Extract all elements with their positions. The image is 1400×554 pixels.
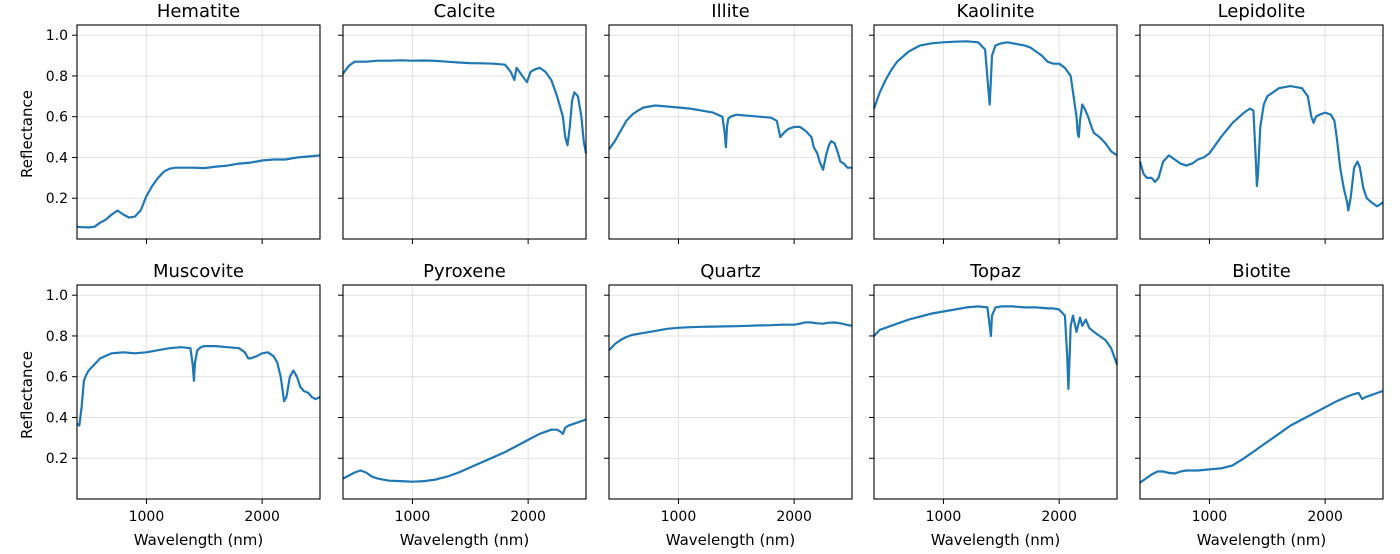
subplot-title: Hematite [157,1,240,22]
subplot-biotite: 1000 2000 Biotite Wavelength (nm) [1135,261,1384,549]
series-line-illite [608,104,852,171]
x-axis-label: Wavelength (nm) [931,531,1061,549]
series-line-topaz [873,305,1119,390]
x-tick-label: 2000 [244,509,280,525]
y-tick-label: 0.6 [46,110,68,126]
series-line-quartz [608,321,853,351]
x-axis-label: Wavelength (nm) [400,531,530,549]
axes-frame [873,284,1118,500]
axes-frame [1139,284,1384,500]
y-tick-label: 1.0 [46,288,68,304]
subplot-title: Calcite [434,1,496,22]
axes-frame [873,24,1118,240]
axes-frame [342,24,587,240]
series-line-muscovite [76,345,321,427]
series-line-calcite [342,59,588,154]
subplot-title: Quartz [700,261,761,282]
y-tick-label: 0.4 [46,410,68,426]
subplot-muscovite: 0.2 0.4 0.6 0.8 1.0 1000 2000 Muscovite Waveleng… [46,261,321,549]
y-tick-label: 0.8 [46,69,68,85]
subplot-title: Pyroxene [423,261,506,282]
series-line-hematite [76,154,321,229]
x-tick-label: 2000 [776,509,812,525]
subplot-title: Illite [711,1,749,22]
subplot-calcite: Calcite [338,1,588,244]
subplot-grid: 0.2 0.4 0.6 0.8 1.0 Hematite Calcite Illite Kaol… [46,1,1384,549]
subplot-illite: Illite [604,1,853,244]
axes-frame [1139,24,1384,240]
y-tick-label: 0.8 [46,329,68,345]
subplot-title: Biotite [1232,261,1291,282]
x-axis-label: Wavelength (nm) [666,531,796,549]
x-axis-label: Wavelength (nm) [134,531,264,549]
subplot-title: Kaolinite [956,1,1034,22]
subplot-title: Lepidolite [1218,1,1306,22]
subplot-topaz: 1000 2000 Topaz Wavelength (nm) [869,261,1119,549]
x-tick-label: 1000 [661,509,697,525]
axes-frame [342,284,587,500]
y-tick-label: 1.0 [46,28,68,44]
x-tick-label: 1000 [926,509,962,525]
x-tick-label: 1000 [395,509,431,525]
x-tick-label: 1000 [129,509,165,525]
y-tick-label: 0.6 [46,370,68,386]
axes-frame [76,24,321,240]
y-tick-label: 0.4 [46,150,68,166]
axes-frame [76,284,321,500]
x-tick-label: 2000 [510,509,546,525]
x-tick-label: 1000 [1192,509,1228,525]
series-line-pyroxene [342,418,587,483]
series-line-kaolinite [872,40,1118,157]
series-line-lepidolite [1138,85,1384,212]
x-tick-label: 2000 [1041,509,1077,525]
subplot-pyroxene: 1000 2000 Pyroxene Wavelength (nm) [338,261,587,549]
subplot-hematite: 0.2 0.4 0.6 0.8 1.0 Hematite [46,1,321,244]
subplot-lepidolite: Lepidolite [1135,1,1384,244]
subplot-quartz: 1000 2000 Quartz Wavelength (nm) [604,261,853,549]
subplot-title: Muscovite [153,261,244,282]
series-line-biotite [1139,389,1384,484]
subplot-title: Topaz [969,261,1021,282]
y-tick-label: 0.2 [46,191,68,207]
y-tick-label: 0.2 [46,451,68,467]
ylabel-top: Reflectance [18,90,36,178]
x-axis-label: Wavelength (nm) [1197,531,1327,549]
ylabel-bottom: Reflectance [18,351,36,439]
x-tick-label: 2000 [1307,509,1343,525]
subplot-kaolinite: Kaolinite [869,1,1118,244]
axes-frame [608,284,853,500]
axes-frame [608,24,853,240]
